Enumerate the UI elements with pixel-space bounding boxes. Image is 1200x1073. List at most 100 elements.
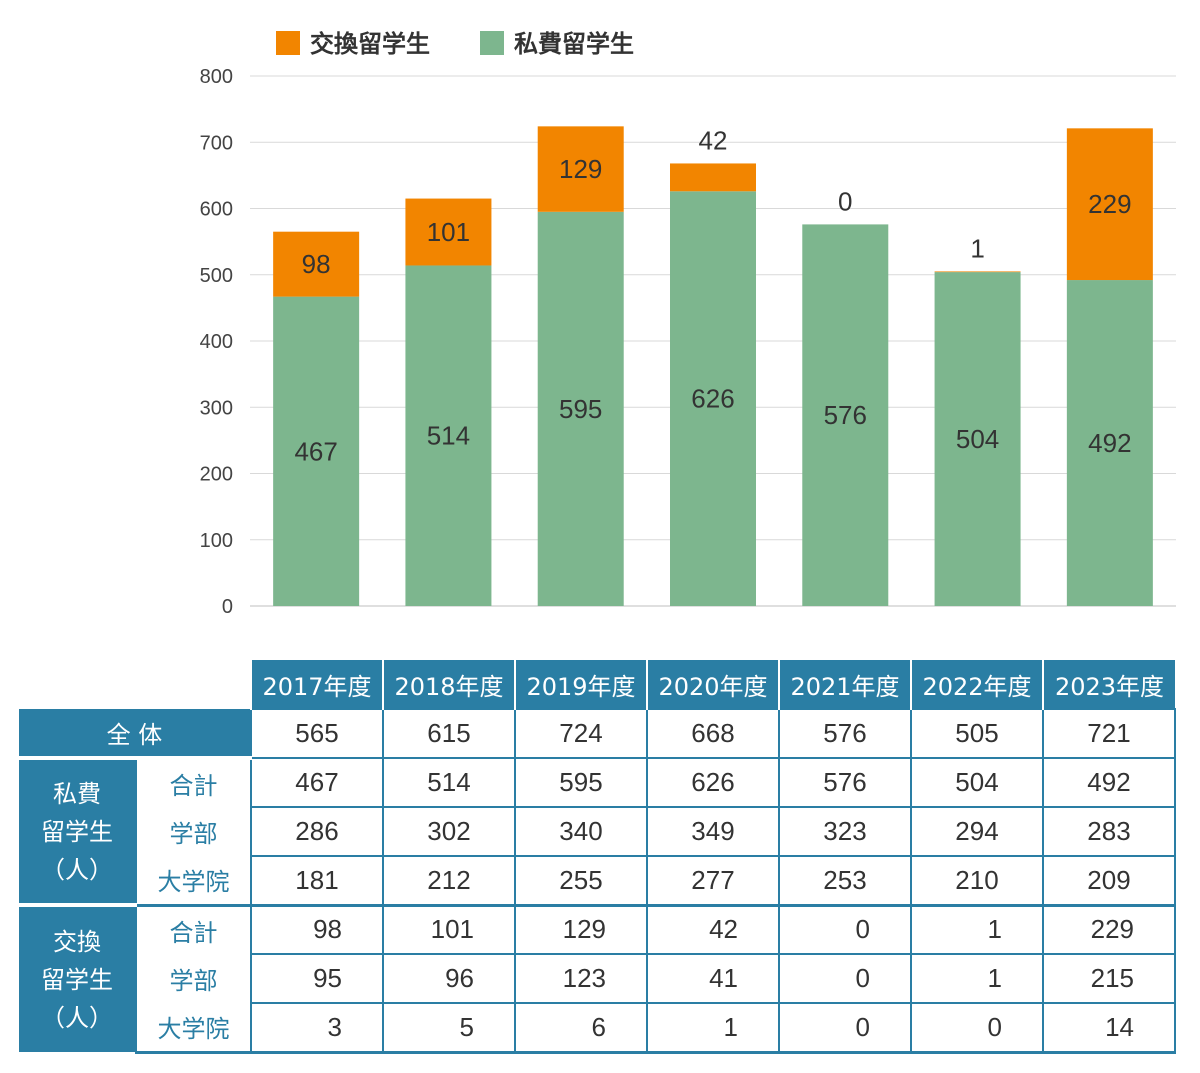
table-cell: 668 <box>646 708 780 759</box>
table-cell: 595 <box>514 757 648 808</box>
bar-label-private: 626 <box>691 384 734 414</box>
table-cell: 467 <box>250 757 384 808</box>
chart-legend: 交換留学生 私費留学生 <box>276 30 634 58</box>
table-cell: 253 <box>778 855 912 907</box>
year-header: 2022年度 <box>910 660 1043 709</box>
bar-private <box>802 224 889 606</box>
y-tick-label: 600 <box>200 199 233 221</box>
bar-private <box>405 265 492 606</box>
table-cell: 14 <box>1042 1002 1176 1054</box>
table-cell: 181 <box>250 855 384 907</box>
bar-label-private: 492 <box>1088 428 1131 458</box>
year-header: 2023年度 <box>1042 660 1175 709</box>
table-cell: 302 <box>382 806 516 857</box>
table-cell: 6 <box>514 1002 648 1054</box>
bar-label-exchange: 42 <box>699 125 728 155</box>
stacked-bar-chart: 交換留学生 私費留学生 0 100 200 300 400 500 600 700 800 467… <box>200 30 1176 618</box>
table-cell: 1 <box>910 904 1044 955</box>
table-cell: 576 <box>778 757 912 808</box>
row-label: 学部 <box>135 807 251 856</box>
bar-label-exchange: 129 <box>559 154 602 184</box>
legend-swatch <box>276 31 300 55</box>
y-tick-label: 500 <box>200 265 233 287</box>
table-cell: 215 <box>1042 953 1176 1004</box>
row-label: 大学院 <box>135 1003 251 1054</box>
table-cell: 209 <box>1042 855 1176 907</box>
legend-label: 私費留学生 <box>514 30 634 58</box>
y-axis: 0 100 200 300 400 500 600 700 800 <box>200 66 233 618</box>
table-row: 私費 留学生 （人） 合計 467 514 595 626 576 504 492 <box>19 757 1176 907</box>
year-header: 2020年度 <box>646 660 779 709</box>
year-header: 2021年度 <box>778 660 911 709</box>
row-label: 学部 <box>135 954 251 1003</box>
year-header: 2017年度 <box>250 660 383 709</box>
y-tick-label: 400 <box>200 331 233 353</box>
table-corner <box>19 660 251 709</box>
bar-label-exchange: 1 <box>970 233 984 263</box>
table-cell: 626 <box>646 757 780 808</box>
year-header: 2018年度 <box>382 660 515 709</box>
bar-label-private: 576 <box>824 400 867 430</box>
bar-private <box>670 191 756 606</box>
table-cell: 1 <box>910 953 1044 1004</box>
table-cell: 505 <box>910 708 1044 759</box>
table-row: 交換 留学生 （人） 合計 98 101 129 42 0 1 229 <box>19 904 1176 1052</box>
bar-exchange <box>934 271 1021 273</box>
table-cell: 3 <box>250 1002 384 1054</box>
bar-private <box>1066 280 1153 606</box>
data-table: 2017年度 2018年度 2019年度 2020年度 2021年度 2022年… <box>19 660 1176 1054</box>
bar-exchange <box>273 231 360 297</box>
table-cell: 212 <box>382 855 516 907</box>
bar-private <box>273 296 360 606</box>
table-cell: 0 <box>778 953 912 1004</box>
bar-private <box>537 211 624 606</box>
table-cell: 323 <box>778 806 912 857</box>
bar-label-private: 514 <box>427 421 470 451</box>
legend-swatch <box>480 31 504 55</box>
table-cell: 340 <box>514 806 648 857</box>
table-cell: 277 <box>646 855 780 907</box>
bar-label-private: 467 <box>294 436 337 466</box>
table-row: 大学院 3 5 6 1 0 0 14 <box>19 1002 1176 1054</box>
table-row: 学部 286 302 340 349 323 294 283 <box>19 806 1176 857</box>
table-cell: 721 <box>1042 708 1176 759</box>
chart-bars: 467 98 514 101 595 129 626 42 576 0 504 1 492 229 <box>273 125 1153 606</box>
table-cell: 96 <box>382 953 516 1004</box>
table-cell: 255 <box>514 855 648 907</box>
y-tick-label: 200 <box>200 464 233 486</box>
table-cell: 129 <box>514 904 648 955</box>
table-cell: 0 <box>910 1002 1044 1054</box>
table-cell: 514 <box>382 757 516 808</box>
bar-exchange <box>537 126 624 212</box>
bar-label-private: 595 <box>559 394 602 424</box>
table-cell: 0 <box>778 904 912 955</box>
table-cell: 98 <box>250 904 384 955</box>
table-cell: 229 <box>1042 904 1176 955</box>
bar-private <box>934 272 1021 606</box>
bar-label-exchange: 0 <box>838 186 852 216</box>
table-cell: 1 <box>646 1002 780 1054</box>
y-tick-label: 0 <box>222 596 233 618</box>
table-cell: 504 <box>910 757 1044 808</box>
legend-label: 交換留学生 <box>310 30 430 58</box>
table-cell: 101 <box>382 904 516 955</box>
table-cell: 615 <box>382 708 516 759</box>
table-row: 大学院 181 212 255 277 253 210 209 <box>19 855 1176 907</box>
row-label: 大学院 <box>135 856 251 907</box>
bar-exchange <box>405 198 492 266</box>
table-row-total: 全 体 565 615 724 668 576 505 721 <box>19 708 1176 760</box>
y-tick-label: 800 <box>200 66 233 88</box>
row-label: 合計 <box>135 905 251 954</box>
table-cell: 42 <box>646 904 780 955</box>
bar-exchange <box>1066 128 1153 281</box>
y-tick-label: 300 <box>200 397 233 419</box>
table-cell: 576 <box>778 708 912 759</box>
bar-label-exchange: 98 <box>302 249 331 279</box>
table-header-row: 2017年度 2018年度 2019年度 2020年度 2021年度 2022年… <box>19 660 1175 709</box>
table-row: 学部 95 96 123 41 0 1 215 <box>19 953 1176 1004</box>
row-label: 合計 <box>135 758 251 807</box>
table-cell: 724 <box>514 708 648 759</box>
year-header: 2019年度 <box>514 660 647 709</box>
table-cell: 565 <box>250 708 384 759</box>
table-cell: 123 <box>514 953 648 1004</box>
